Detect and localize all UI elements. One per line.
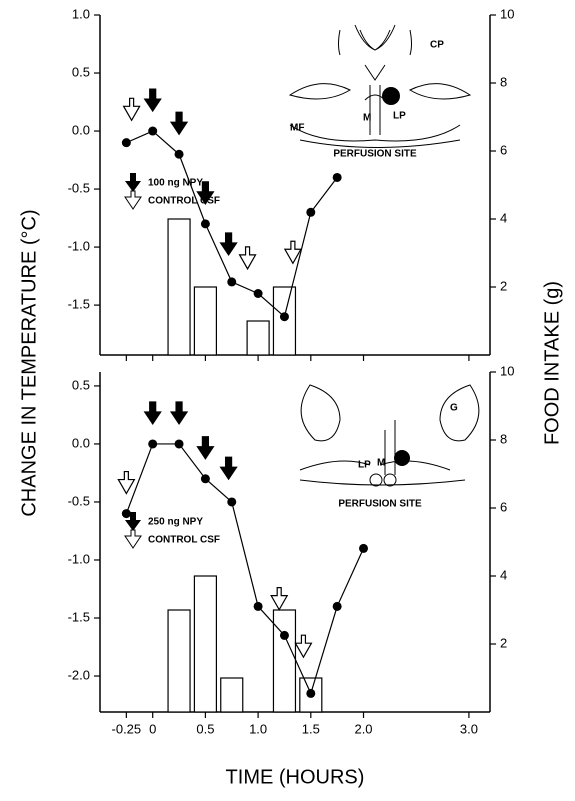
y-tick-label: -1.0 bbox=[68, 239, 90, 254]
npy-arrow bbox=[196, 181, 215, 205]
perfusion-site-top bbox=[382, 87, 400, 105]
temperature-point bbox=[279, 630, 289, 640]
control-arrow bbox=[270, 587, 289, 611]
inset-label: LP bbox=[393, 111, 406, 122]
bar bbox=[193, 575, 218, 713]
y-tick-label: -0.5 bbox=[68, 180, 90, 195]
bar bbox=[220, 677, 244, 713]
y2-axis-label: FOOD INTAKE (g) bbox=[541, 281, 563, 445]
inset-label: MF bbox=[290, 123, 304, 134]
legend-npy-icon bbox=[125, 512, 141, 531]
y-tick-label: 0.5 bbox=[72, 377, 90, 392]
y2-tick-label: 10 bbox=[500, 363, 514, 378]
inset-caption: PERFUSION SITE bbox=[338, 499, 422, 510]
inset-label: LP bbox=[358, 460, 371, 471]
x-tick-label: 1.0 bbox=[249, 721, 267, 736]
y2-tick-label: 2 bbox=[500, 635, 507, 650]
x-tick-label: -0.25 bbox=[112, 721, 142, 736]
y-tick-label: -0.5 bbox=[68, 493, 90, 508]
brain-inset-top bbox=[288, 24, 472, 148]
npy-arrow bbox=[143, 88, 162, 113]
temperature-point bbox=[174, 439, 184, 449]
temperature-point bbox=[148, 439, 158, 449]
legend-label: 250 ng NPY bbox=[148, 517, 203, 528]
npy-arrow bbox=[219, 456, 238, 481]
temperature-point bbox=[227, 497, 237, 507]
x-tick-label: 3.0 bbox=[460, 721, 478, 736]
y2-tick-label: 4 bbox=[500, 567, 507, 582]
inset-caption: PERFUSION SITE bbox=[333, 149, 417, 160]
temperature-point bbox=[174, 149, 184, 159]
x-tick-label: 2.0 bbox=[354, 721, 372, 736]
y-tick-label: 0.0 bbox=[72, 435, 90, 450]
x-tick-label: 0 bbox=[149, 721, 156, 736]
control-arrow bbox=[238, 246, 257, 271]
temperature-point bbox=[306, 207, 316, 217]
bar bbox=[167, 218, 191, 356]
bar bbox=[193, 286, 218, 356]
temperature-point bbox=[279, 312, 289, 322]
temperature-point bbox=[306, 688, 316, 698]
temperature-point bbox=[332, 172, 342, 182]
control-arrow bbox=[117, 470, 136, 495]
inset-label: G bbox=[450, 403, 458, 414]
temperature-point bbox=[121, 138, 131, 148]
legend-label: CONTROL CSF bbox=[148, 196, 220, 207]
x-tick-label: 0.5 bbox=[196, 721, 214, 736]
y-tick-label: -2.0 bbox=[68, 667, 90, 682]
y2-tick-label: 8 bbox=[500, 74, 507, 89]
bar bbox=[272, 609, 297, 713]
control-arrow bbox=[283, 240, 302, 265]
y2-tick-label: 8 bbox=[500, 431, 507, 446]
temperature-point bbox=[253, 601, 263, 611]
y-tick-label: 0.5 bbox=[72, 64, 90, 79]
x-axis-label: TIME (HOURS) bbox=[226, 766, 365, 788]
temperature-line bbox=[126, 130, 338, 318]
y-tick-label: 1.0 bbox=[72, 6, 90, 21]
temperature-point bbox=[200, 219, 210, 229]
inset-label: M bbox=[377, 458, 385, 469]
y2-tick-label: 6 bbox=[500, 499, 507, 514]
y-tick-label: -1.5 bbox=[68, 297, 90, 312]
y-tick-label: -1.5 bbox=[68, 609, 90, 624]
y-tick-label: -1.0 bbox=[68, 551, 90, 566]
y-axis-label: CHANGE IN TEMPERATURE (°C) bbox=[18, 209, 40, 516]
temperature-point bbox=[148, 126, 158, 136]
brain-inset-bottom bbox=[299, 384, 480, 487]
legend-control-icon bbox=[124, 190, 142, 210]
legend-npy-icon bbox=[125, 173, 141, 192]
y2-tick-label: 10 bbox=[500, 6, 514, 21]
temperature-point bbox=[332, 601, 342, 611]
legend-control-icon bbox=[124, 529, 142, 549]
perfusion-site-bottom bbox=[394, 450, 410, 466]
y2-tick-label: 4 bbox=[500, 210, 507, 225]
npy-arrow bbox=[169, 111, 189, 136]
y2-tick-label: 2 bbox=[500, 278, 507, 293]
bar bbox=[246, 320, 270, 356]
temperature-point bbox=[253, 288, 263, 298]
npy-arrow bbox=[196, 436, 215, 460]
control-arrow bbox=[294, 634, 313, 659]
temperature-point bbox=[121, 509, 131, 519]
npy-arrow bbox=[143, 401, 162, 426]
temperature-point bbox=[227, 277, 237, 287]
npy-arrow bbox=[219, 232, 238, 257]
legend-label: 100 ng NPY bbox=[148, 178, 203, 189]
temperature-point bbox=[200, 474, 210, 484]
y2-tick-label: 6 bbox=[500, 142, 507, 157]
inset-label: CP bbox=[430, 40, 444, 51]
legend-label: CONTROL CSF bbox=[148, 535, 220, 546]
control-arrow bbox=[122, 97, 141, 122]
bar bbox=[167, 609, 191, 713]
npy-arrow bbox=[169, 401, 189, 426]
x-tick-label: 1.5 bbox=[302, 721, 320, 736]
temperature-point bbox=[359, 543, 369, 553]
y-tick-label: 0.0 bbox=[72, 122, 90, 137]
temperature-line bbox=[125, 443, 365, 696]
inset-label: M bbox=[363, 113, 371, 124]
